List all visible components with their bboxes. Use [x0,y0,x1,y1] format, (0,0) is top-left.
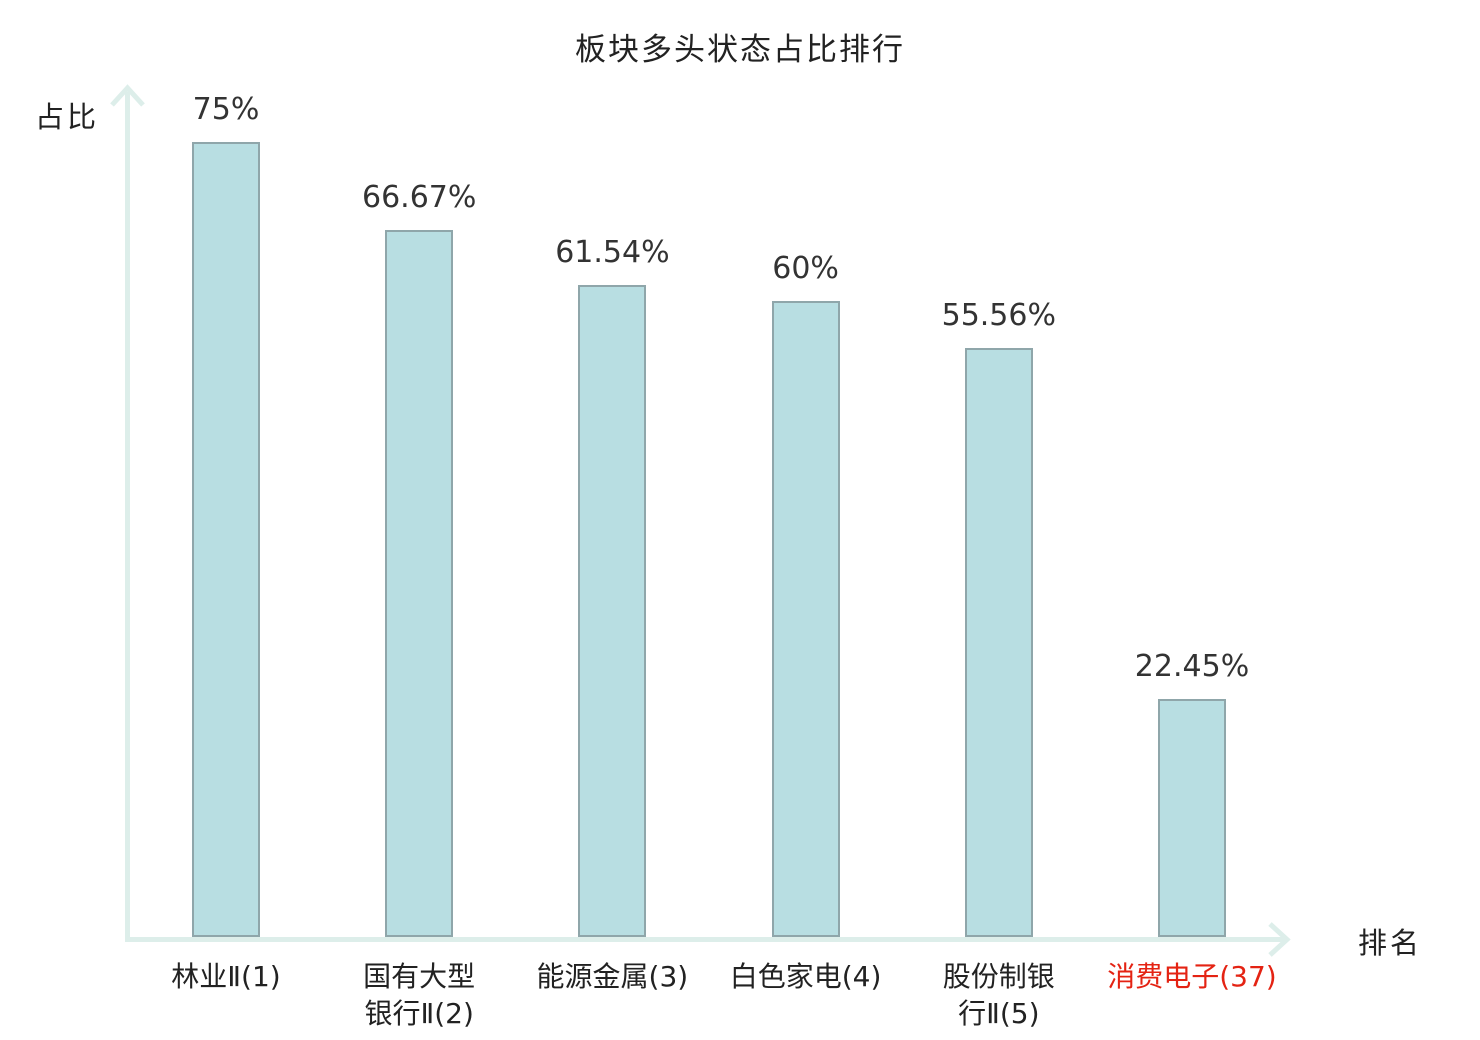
bar[interactable] [1158,699,1226,937]
bar-value-label: 60% [772,251,839,286]
y-axis-label: 占比 [35,100,100,134]
bar-category-label: 白色家电(4) [729,960,882,993]
bar[interactable] [964,348,1033,937]
bar-value-label: 22.45% [1134,649,1250,684]
bar-category-label: 能源金属(3) [536,960,689,993]
chart-title: 板块多头状态占比排行 [575,32,905,68]
bar-value-label: 55.56% [941,298,1056,333]
bar-value-label: 61.54% [555,235,670,270]
bar-value-label: 66.67% [361,180,477,215]
bar[interactable] [771,301,840,937]
bar-category-label: 股份制银 行Ⅱ(5) [942,960,1055,1030]
bar[interactable] [192,142,260,937]
bar-category-label: 林业Ⅱ(1) [171,960,281,993]
bar-value-label: 75% [192,92,260,127]
bar-category-label: 国有大型 银行Ⅱ(2) [363,960,476,1030]
bar-category-label: 消费电子(37) [1107,960,1277,993]
bar[interactable] [385,230,454,937]
x-axis-label: 排名 [1358,926,1423,960]
bar[interactable] [578,285,647,937]
